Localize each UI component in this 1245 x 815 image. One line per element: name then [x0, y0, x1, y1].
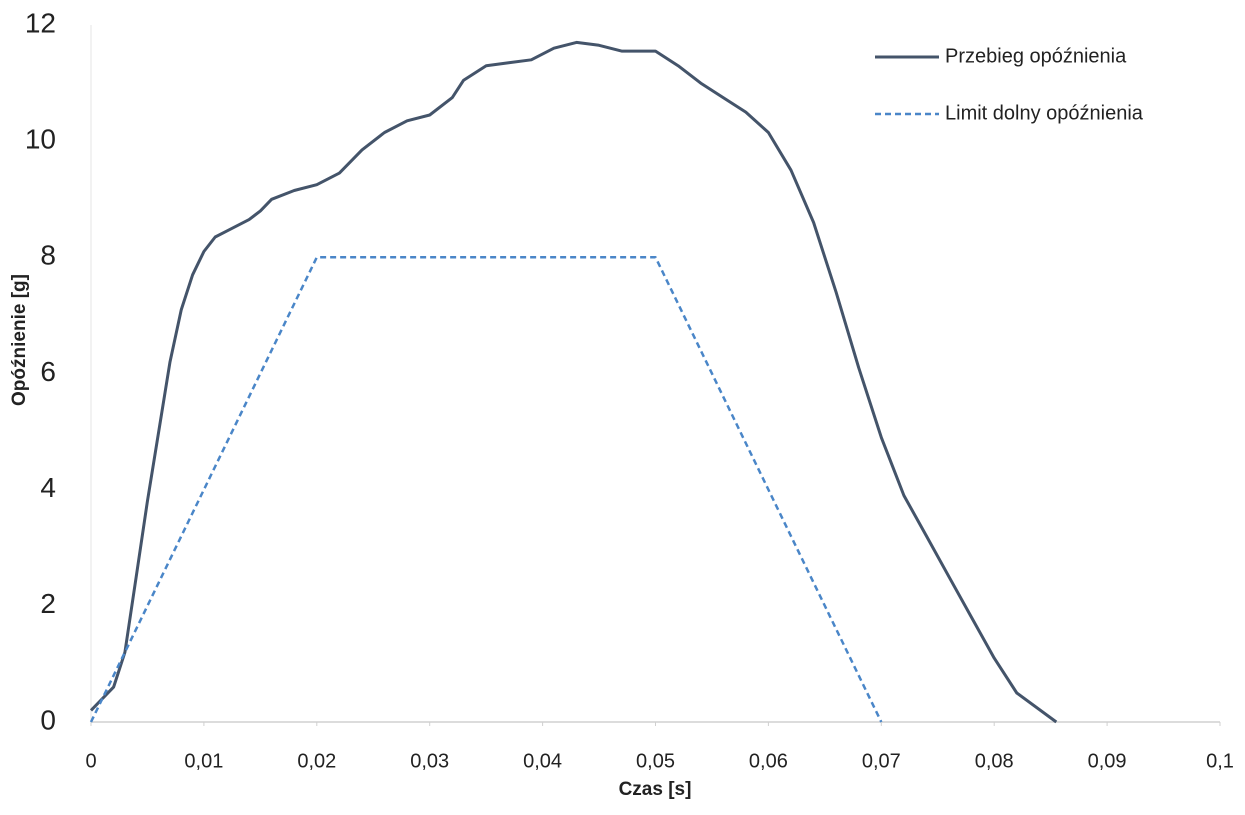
- y-axis-title: Opóźnienie [g]: [9, 274, 30, 406]
- y-tick-label: 2: [40, 588, 56, 619]
- x-tick-label: 0,09: [1088, 750, 1127, 772]
- y-tick-label: 0: [40, 704, 56, 735]
- x-axis-title: Czas [s]: [619, 779, 692, 800]
- x-tick-label: 0,03: [410, 750, 449, 772]
- y-tick-label: 6: [40, 356, 56, 387]
- x-tick-label: 0,07: [862, 750, 901, 772]
- x-tick-label: 0,08: [975, 750, 1014, 772]
- legend-label: Przebieg opóźnienia: [945, 45, 1127, 67]
- x-tick-label: 0,1: [1206, 750, 1234, 772]
- data-line: [89, 40, 1058, 724]
- y-tick-label: 8: [40, 240, 56, 271]
- x-tick-label: 0,06: [749, 750, 788, 772]
- y-tick-label: 10: [25, 124, 56, 155]
- data-line: [89, 256, 883, 723]
- x-tick-label: 0,01: [184, 750, 223, 772]
- legend-label: Limit dolny opóźnienia: [945, 102, 1144, 124]
- y-tick-label: 4: [40, 472, 56, 503]
- x-tick-label: 0,02: [297, 750, 336, 772]
- x-tick-label: 0,04: [523, 750, 562, 772]
- x-tick-label: 0,05: [636, 750, 675, 772]
- y-tick-label: 12: [25, 7, 56, 38]
- x-tick-label: 0: [85, 750, 96, 772]
